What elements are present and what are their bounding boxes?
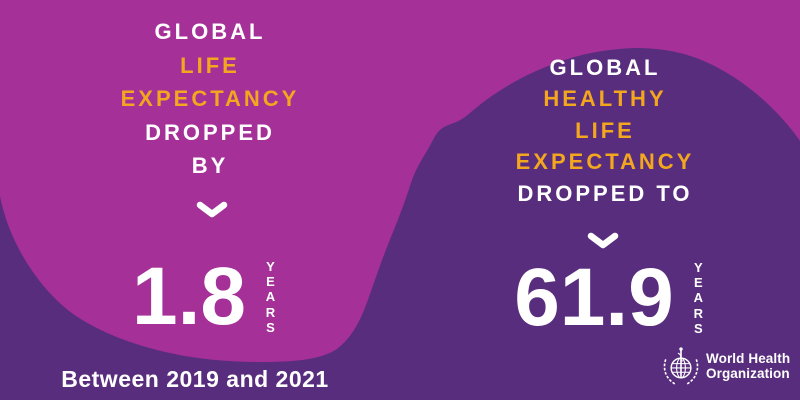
headline-line: DROPPED TO (517, 180, 693, 206)
right-value-block: 61.9 YEARS (420, 257, 800, 339)
left-headline: GLOBAL LIFE EXPECTANCY DROPPED BY (20, 15, 400, 183)
chevron-down-icon (196, 201, 228, 218)
chevron-down-icon (587, 232, 619, 249)
purple-region (0, 48, 800, 400)
headline-line: GLOBAL (154, 19, 266, 44)
years-unit-vertical: YEARS (265, 259, 276, 335)
years-unit-vertical: YEARS (693, 260, 703, 336)
left-value-block: 1.8 YEARS (15, 256, 395, 338)
big-number: 61.9 (514, 252, 674, 343)
headline-line: GLOBAL (549, 55, 661, 80)
headline-line: LIFE (180, 52, 240, 78)
who-emblem-icon (663, 347, 699, 386)
right-headline: GLOBAL HEALTHY LIFE EXPECTANCY DROPPED T… (415, 52, 795, 209)
headline-line: LIFE (575, 117, 635, 143)
big-number: 1.8 (132, 251, 246, 342)
who-wordmark-line: World Health (706, 351, 791, 366)
headline-line: EXPECTANCY (120, 86, 300, 111)
headline-line: BY (191, 153, 229, 178)
headline-line: DROPPED (145, 119, 275, 145)
caption-period: Between 2019 and 2021 (61, 366, 329, 392)
headline-line: HEALTHY (543, 86, 667, 112)
headline-line: EXPECTANCY (515, 149, 695, 175)
who-wordmark: World Health Organization (706, 351, 790, 381)
who-logo: World Health Organization (660, 346, 790, 388)
who-wordmark-line: Organization (706, 366, 790, 382)
